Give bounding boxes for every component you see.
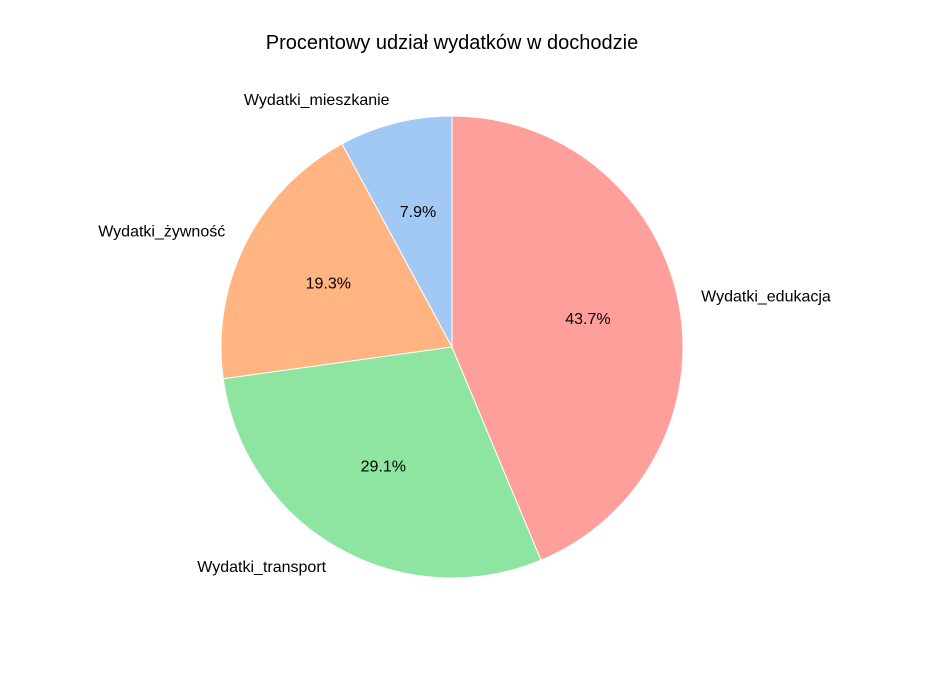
pct-label-wydatki-ywno: 19.3% — [306, 276, 351, 293]
pie-slice-wydatki-transport — [222, 346, 542, 579]
slice-label-wydatki-transport: Wydatki_transport — [197, 559, 326, 576]
pie-slice-wydatki-edukacja — [451, 115, 684, 561]
pct-label-wydatki-mieszkanie: 7.9% — [400, 204, 436, 221]
pie-slices — [220, 115, 684, 579]
slice-label-wydatki-ywno: Wydatki_żywność — [98, 224, 225, 241]
pct-label-wydatki-transport: 29.1% — [361, 459, 406, 476]
slice-label-wydatki-mieszkanie: Wydatki_mieszkanie — [244, 92, 390, 109]
pie-slice-wydatki-mieszkanie — [341, 115, 453, 348]
pie-labels: Wydatki_mieszkanie 7.9% Wydatki_żywność 19.… — [98, 92, 831, 576]
pct-label-wydatki-edukacja: 43.7% — [565, 311, 610, 328]
chart-title: Procentowy udział wydatków w dochodzie — [266, 32, 638, 54]
pie-slice-wydatki-ywno — [220, 143, 453, 380]
slice-label-wydatki-edukacja: Wydatki_edukacja — [701, 288, 831, 305]
